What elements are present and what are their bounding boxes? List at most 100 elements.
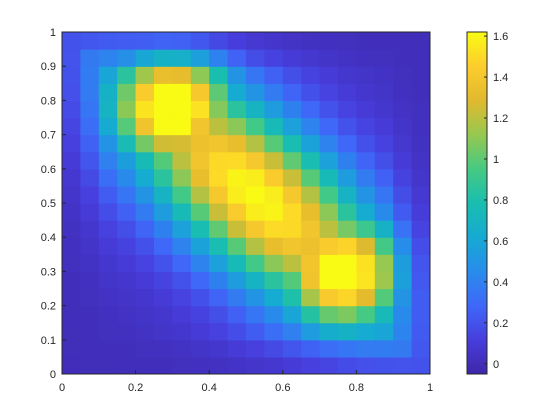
heatmap-cell: [172, 151, 192, 170]
heatmap-cell: [117, 322, 137, 341]
heatmap-cell: [209, 83, 229, 101]
heatmap-cell: [172, 271, 192, 290]
heatmap-cell: [282, 83, 302, 101]
heatmap-cell: [319, 271, 339, 290]
heatmap-cell: [172, 185, 192, 204]
heatmap-cell: [80, 134, 100, 153]
heatmap-cell: [190, 203, 210, 221]
heatmap-cell: [411, 271, 430, 290]
heatmap-cell: [190, 322, 210, 341]
heatmap-cell: [172, 66, 192, 84]
heatmap-cell: [154, 83, 173, 101]
heatmap-cell: [117, 339, 137, 358]
heatmap-cell: [80, 237, 100, 255]
heatmap-cell: [282, 237, 302, 255]
heatmap-cell: [209, 322, 229, 341]
colorbar-tick-label: 1.4: [493, 72, 508, 84]
heatmap-cell: [356, 168, 376, 187]
heatmap-cell: [356, 134, 376, 153]
heatmap-cell: [80, 322, 100, 341]
heatmap-cell: [172, 220, 192, 238]
heatmap-cell: [301, 66, 321, 84]
heatmap-cell: [282, 100, 302, 119]
heatmap-cell: [117, 305, 137, 324]
heatmap-cell: [411, 185, 430, 204]
heatmap-cell: [264, 305, 284, 324]
heatmap-cell: [80, 32, 100, 50]
colorbar-tick-label: 1.2: [493, 113, 508, 125]
heatmap-cell: [154, 151, 173, 170]
heatmap-cell: [80, 356, 100, 374]
heatmap-cell: [319, 83, 339, 101]
heatmap-cell: [80, 168, 100, 187]
heatmap-cell: [301, 185, 321, 204]
heatmap-cell: [154, 66, 173, 84]
heatmap-cell: [227, 203, 247, 221]
heatmap-cell: [62, 66, 81, 84]
heatmap-cell: [356, 151, 376, 170]
heatmap-cell: [80, 66, 100, 84]
heatmap-cell: [338, 100, 357, 119]
heatmap-cell: [411, 203, 430, 221]
heatmap-cell: [62, 134, 81, 153]
heatmap-cell: [135, 203, 155, 221]
heatmap-cell: [154, 49, 173, 67]
heatmap-cell: [98, 100, 118, 119]
heatmap-cell: [393, 100, 413, 119]
heatmap-cell: [62, 339, 81, 358]
heatmap-cell: [246, 49, 265, 67]
heatmap-cell: [135, 339, 155, 358]
heatmap-cell: [264, 100, 284, 119]
heatmap-cell: [246, 83, 265, 101]
heatmap-cell: [393, 288, 413, 307]
heatmap-cell: [301, 271, 321, 290]
heatmap-cell: [117, 271, 137, 290]
heatmap-cell: [319, 339, 339, 358]
heatmap-cell: [209, 117, 229, 136]
heatmap-cell: [282, 66, 302, 84]
heatmap-cell: [374, 117, 394, 136]
heatmap-cell: [62, 168, 81, 187]
colorbar-tick-label: 0: [493, 359, 499, 371]
heatmap-cell: [374, 185, 394, 204]
heatmap-cell: [374, 66, 394, 84]
heatmap-cell: [117, 100, 137, 119]
heatmap-cell: [374, 220, 394, 238]
heatmap-cell: [411, 100, 430, 119]
heatmap-cell: [319, 305, 339, 324]
heatmap-cell: [209, 288, 229, 307]
heatmap-cell: [374, 203, 394, 221]
heatmap-cell: [190, 168, 210, 187]
heatmap-cell: [338, 83, 357, 101]
heatmap-cell: [62, 356, 81, 374]
heatmap-cell: [374, 134, 394, 153]
heatmap-cell: [319, 288, 339, 307]
heatmap-cell: [374, 32, 394, 50]
heatmap-cell: [246, 66, 265, 84]
heatmap-cell: [319, 151, 339, 170]
heatmap-cell: [356, 356, 376, 374]
heatmap-cell: [227, 100, 247, 119]
heatmap-cell: [282, 151, 302, 170]
heatmap-cell: [227, 271, 247, 290]
heatmap-cell: [98, 339, 118, 358]
colorbar-frame: [466, 31, 488, 375]
heatmap-cell: [246, 288, 265, 307]
heatmap-cell: [227, 168, 247, 187]
heatmap-cell: [374, 49, 394, 67]
heatmap-cell: [393, 220, 413, 238]
heatmap-cell: [411, 305, 430, 324]
heatmap-cell: [338, 339, 357, 358]
heatmap-cell: [62, 117, 81, 136]
heatmap-cell: [246, 185, 265, 204]
heatmap-cell: [227, 151, 247, 170]
heatmap-cell: [98, 322, 118, 341]
x-tick-label: 0.6: [275, 382, 290, 394]
heatmap-cell: [356, 254, 376, 272]
heatmap-cell: [356, 288, 376, 307]
heatmap-cell: [264, 83, 284, 101]
heatmap-cell: [117, 288, 137, 307]
heatmap-cell: [62, 151, 81, 170]
heatmap-cell: [264, 322, 284, 341]
heatmap-cell: [393, 32, 413, 50]
